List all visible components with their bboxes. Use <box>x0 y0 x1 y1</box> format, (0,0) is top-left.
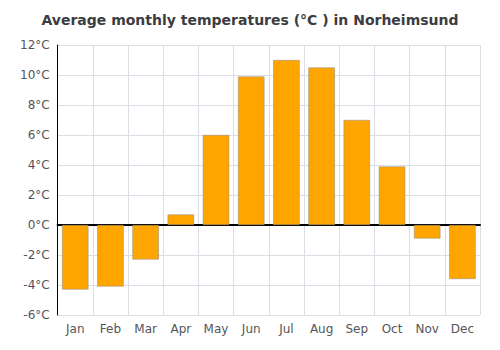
svg-text:Jun: Jun <box>241 322 261 336</box>
svg-text:-6°C: -6°C <box>23 308 49 322</box>
svg-text:Aug: Aug <box>310 322 333 336</box>
svg-text:6°C: 6°C <box>28 128 50 142</box>
svg-text:Average monthly temperatures (: Average monthly temperatures (°C ) in No… <box>41 12 458 28</box>
svg-text:Apr: Apr <box>170 322 191 336</box>
svg-text:Dec: Dec <box>451 322 474 336</box>
svg-text:Nov: Nov <box>415 322 438 336</box>
svg-text:Mar: Mar <box>134 322 157 336</box>
svg-text:Jan: Jan <box>65 322 85 336</box>
svg-text:May: May <box>204 322 229 336</box>
svg-text:10°C: 10°C <box>20 68 50 82</box>
svg-text:-4°C: -4°C <box>23 278 49 292</box>
svg-text:Feb: Feb <box>100 322 121 336</box>
svg-text:Oct: Oct <box>382 322 403 336</box>
svg-text:Jul: Jul <box>278 322 293 336</box>
svg-text:2°C: 2°C <box>28 188 50 202</box>
svg-text:8°C: 8°C <box>28 98 50 112</box>
svg-text:4°C: 4°C <box>28 158 50 172</box>
svg-text:Sep: Sep <box>346 322 369 336</box>
svg-text:-2°C: -2°C <box>23 248 49 262</box>
svg-text:12°C: 12°C <box>20 38 50 52</box>
svg-text:0°C: 0°C <box>28 218 50 232</box>
